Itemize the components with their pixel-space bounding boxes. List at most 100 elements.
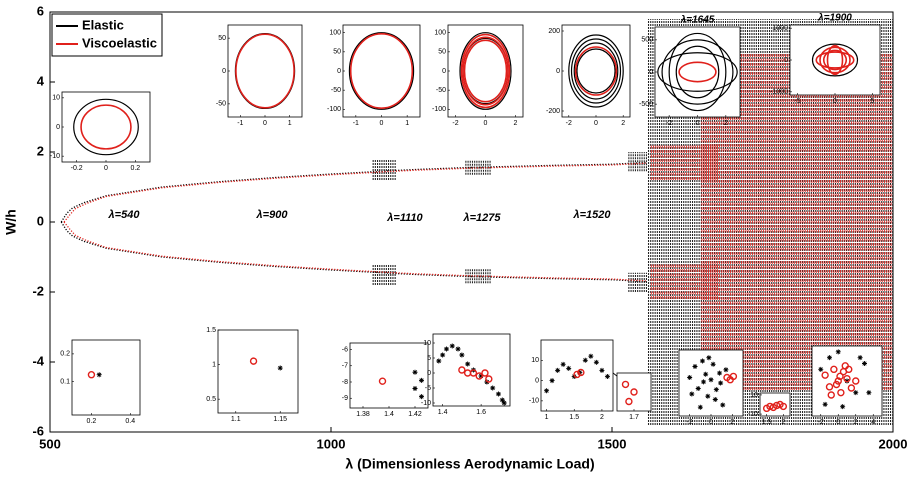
inset-y-tick-label: 1.5: [206, 327, 216, 334]
inset-y-tick-label: -9: [342, 395, 348, 402]
orbit: [678, 61, 717, 83]
inset-y-tick-label: 10: [750, 392, 758, 399]
point: [566, 365, 572, 371]
point: [840, 404, 846, 410]
y-tick-label: 2: [37, 143, 44, 158]
inset-y-tick-label: -10: [748, 411, 758, 418]
inset-y-tick-label: -8: [342, 379, 348, 386]
x-tick-label: 1500: [598, 436, 627, 451]
orbit: [80, 104, 132, 150]
y-tick-label: 4: [37, 73, 45, 88]
point: [555, 367, 561, 373]
orbit: [675, 45, 720, 99]
inset: -1 0 1 -50 0 50: [216, 24, 303, 127]
inset-x-tick-label: 1.5: [762, 419, 772, 426]
point: [495, 391, 501, 397]
orbit: [811, 43, 859, 77]
point: [705, 393, 711, 399]
y-tick-label: -4: [32, 353, 44, 368]
inset-y-tick-label: -50: [436, 87, 446, 94]
inset-x-tick-label: 2: [730, 419, 734, 426]
legend-label: Viscoelastic: [82, 35, 157, 50]
inset-frame: [342, 24, 421, 118]
point: [717, 370, 723, 376]
point: [701, 379, 707, 385]
legend-box: [51, 13, 163, 57]
inset-y-tick-label: -500: [639, 101, 653, 108]
point: [249, 357, 258, 365]
inset: -2 0 2 -100 -50 0 50 100: [432, 24, 524, 127]
chaos-band: [628, 272, 648, 292]
point: [465, 361, 471, 367]
inset-x-tick-label: -2: [666, 120, 672, 127]
point: [443, 346, 449, 352]
inset-x-tick-label: 1.15: [273, 416, 287, 423]
point: [832, 380, 841, 389]
inset-x-tick-label: 1.4: [384, 411, 394, 418]
inset-x-tick-label: 1.4: [438, 409, 448, 416]
point: [723, 367, 729, 373]
inset-y-tick-label: 1000: [772, 25, 788, 32]
inset-x-tick-label: -2: [566, 120, 572, 127]
inset-x-tick-label: 2: [621, 120, 625, 127]
point: [625, 397, 633, 406]
inset-frame: [616, 372, 652, 412]
inset-x-tick-label: 0: [104, 165, 108, 172]
point: [827, 391, 835, 399]
inset-x-tick-label: -2: [687, 419, 693, 426]
point: [544, 388, 550, 394]
inset-y-tick-label: 0.5: [206, 396, 216, 403]
inset-frame: [349, 342, 429, 409]
inset-x-tick-label: -1: [237, 120, 243, 127]
inset-y-tick-label: 5: [427, 355, 431, 362]
point: [277, 365, 283, 371]
point: [836, 372, 844, 381]
orbit: [668, 32, 727, 112]
inset-x-tick-label: 1: [288, 120, 292, 127]
annotation: λ=900: [256, 209, 289, 221]
inset: 1.7: [616, 372, 652, 421]
point: [857, 355, 863, 361]
inset-x-tick-label: 5: [871, 98, 875, 105]
inset-y-tick-label: -10: [50, 153, 60, 160]
inset-frame: [789, 24, 881, 96]
inset-y-tick-label: 10: [531, 357, 539, 364]
orbit: [348, 32, 415, 110]
inset-y-tick-label: 1: [212, 361, 216, 368]
inset-y-tick-label: 10: [52, 95, 60, 102]
point: [699, 358, 705, 364]
point: [604, 374, 610, 380]
point: [835, 349, 841, 355]
orbit: [819, 46, 851, 74]
point: [697, 404, 703, 410]
inset-frame: [61, 91, 151, 163]
branch: [60, 161, 646, 223]
orbit: [349, 33, 414, 109]
inset-x-tick-label: -5: [794, 98, 800, 105]
inset-y-tick-label: 50: [438, 49, 446, 56]
inset-frame: [227, 24, 303, 118]
point: [843, 374, 851, 383]
point: [449, 343, 455, 349]
point: [549, 378, 555, 384]
inset-x-tick-label: 1: [545, 414, 549, 421]
orbit: [570, 38, 622, 104]
point: [458, 366, 466, 374]
inset-x-tick-label: 0: [696, 120, 700, 127]
point: [852, 377, 860, 385]
point: [720, 402, 726, 408]
point: [469, 369, 478, 377]
inset-y-tick-label: 0.1: [60, 379, 70, 386]
inset-frame: [540, 339, 614, 412]
inset-x-tick-label: 1.7: [629, 414, 639, 421]
inset-frame: [654, 26, 741, 118]
chaos-band: [650, 145, 718, 180]
point: [478, 373, 484, 379]
inset-title: λ=1900: [817, 13, 852, 24]
orbit: [661, 39, 734, 105]
y-tick-label: -6: [32, 423, 44, 438]
inset-y-tick-label: 0: [442, 68, 446, 75]
inset: -2 0 2: [678, 349, 744, 426]
point: [412, 386, 418, 391]
point: [718, 380, 724, 386]
